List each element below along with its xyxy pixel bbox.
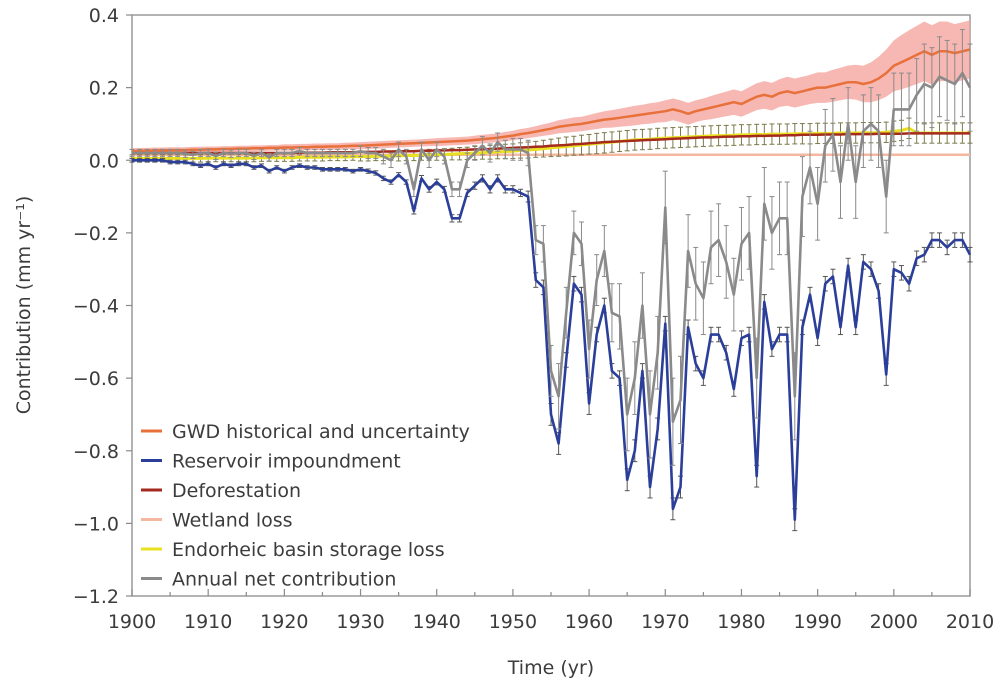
plot-area-border <box>131 14 971 597</box>
x-tick-label: 1940 <box>413 611 461 633</box>
gwd-uncertainty-band <box>132 20 970 155</box>
x-tick-label: 1950 <box>489 611 537 633</box>
legend-label: Wetland loss <box>172 510 293 532</box>
legend-label: GWD historical and uncertainty <box>172 421 470 443</box>
y-tick-label: −0.2 <box>73 223 119 245</box>
x-tick-label: 1960 <box>565 611 613 633</box>
gwd-line <box>131 48 971 153</box>
legend-label: Reservoir impoundment <box>172 451 401 473</box>
y-tick-label: −0.6 <box>73 368 119 390</box>
x-tick-label: 1990 <box>793 611 841 633</box>
y-tick-label: −0.4 <box>73 296 119 318</box>
x-tick-label: 1920 <box>260 611 308 633</box>
legend-label: Deforestation <box>172 480 301 502</box>
deforestation-line <box>132 132 970 155</box>
x-tick-label: 2010 <box>946 611 994 633</box>
plot-frame <box>131 14 971 597</box>
series-layer <box>129 20 973 532</box>
x-tick-label: 1910 <box>184 611 232 633</box>
x-axis-title: Time (yr) <box>507 657 594 679</box>
x-tick-label: 1980 <box>717 611 765 633</box>
y-tick-label: 0.4 <box>89 5 119 27</box>
net-line <box>132 71 972 424</box>
x-axis: 1900 1910 1920 1930 1940 1950 1960 1970 1980 1990… <box>108 589 994 633</box>
legend-label: Endorheic basin storage loss <box>172 539 445 561</box>
y-tick-label: −1.2 <box>73 586 119 608</box>
y-tick-label: 0.2 <box>89 78 119 100</box>
x-tick-label: 1900 <box>108 611 156 633</box>
y-axis-title: Contribution (mm yr⁻¹) <box>13 196 35 415</box>
legend: GWD historical and uncertainty Reservoir … <box>141 421 470 591</box>
x-tick-label: 1930 <box>336 611 384 633</box>
reservoir-line <box>132 159 972 522</box>
y-axis: 0.4 0.2 0.0 −0.2 −0.4 −0.6 −0.8 −1.0 −1.2 <box>73 5 132 608</box>
y-tick-label: −0.8 <box>73 441 119 463</box>
legend-label: Annual net contribution <box>172 569 396 591</box>
y-tick-label: 0.0 <box>89 150 119 172</box>
y-tick-label: −1.0 <box>73 513 119 535</box>
x-tick-label: 1970 <box>641 611 689 633</box>
x-tick-label: 2000 <box>870 611 918 633</box>
